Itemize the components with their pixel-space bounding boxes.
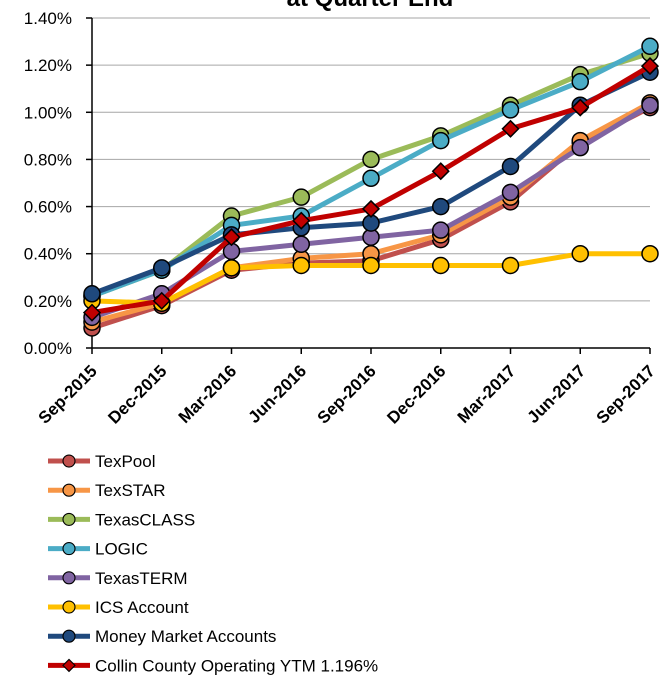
x-tick-label: Jun-2017 xyxy=(524,361,590,427)
y-tick-label: 1.00% xyxy=(24,103,72,122)
legend-item: ICS Account xyxy=(48,598,189,617)
marker xyxy=(62,600,76,614)
marker xyxy=(571,72,589,91)
marker xyxy=(571,138,589,157)
legend-item: TexasTERM xyxy=(48,569,188,588)
x-tick-label: Mar-2016 xyxy=(175,361,241,427)
y-tick-label: 0.80% xyxy=(24,150,72,169)
y-tick-label: 0.00% xyxy=(24,339,72,358)
marker xyxy=(292,256,310,275)
marker xyxy=(62,483,76,497)
marker xyxy=(501,101,520,119)
y-tick-label: 0.20% xyxy=(24,292,72,311)
x-tick-label: Sep-2016 xyxy=(314,361,380,427)
marker xyxy=(292,211,311,230)
marker xyxy=(641,244,659,263)
legend-label: TexasTERM xyxy=(95,569,188,588)
y-tick-label: 0.40% xyxy=(24,245,72,264)
marker xyxy=(432,256,450,275)
marker xyxy=(501,157,520,176)
legend-item: TexasCLASS xyxy=(48,510,195,529)
marker xyxy=(62,658,76,673)
y-tick-label: 1.20% xyxy=(24,56,72,75)
marker xyxy=(362,150,380,169)
legend-label: TexasCLASS xyxy=(95,510,195,529)
marker xyxy=(152,291,171,310)
marker xyxy=(222,228,241,247)
marker xyxy=(501,183,520,202)
legend-label: ICS Account xyxy=(95,598,189,617)
marker xyxy=(82,303,102,322)
marker xyxy=(641,96,659,114)
marker xyxy=(292,235,310,254)
marker xyxy=(362,169,380,188)
legend-label: TexPool xyxy=(95,452,155,471)
marker xyxy=(83,285,101,303)
legend-label: Money Market Accounts xyxy=(95,627,276,646)
marker xyxy=(641,37,659,56)
marker xyxy=(501,119,520,138)
legend-item: Collin County Operating YTM 1.196% xyxy=(48,656,378,675)
x-tick-label: Sep-2015 xyxy=(35,361,101,427)
marker xyxy=(62,542,76,556)
y-tick-label: 0.60% xyxy=(24,198,72,217)
marker xyxy=(222,259,241,277)
marker xyxy=(432,221,450,239)
marker xyxy=(361,199,381,218)
x-tick-label: Jun-2016 xyxy=(245,361,311,427)
marker xyxy=(571,244,589,263)
legend-label: LOGIC xyxy=(95,540,148,559)
x-tick-label: Mar-2017 xyxy=(454,361,520,427)
marker xyxy=(62,571,76,585)
marker xyxy=(62,512,76,526)
legend-label: Collin County Operating YTM 1.196% xyxy=(95,656,378,675)
marker xyxy=(362,256,380,275)
marker xyxy=(292,188,310,206)
x-tick-label: Dec-2016 xyxy=(383,361,449,427)
x-tick-label: Sep-2017 xyxy=(593,361,659,427)
marker xyxy=(432,131,450,150)
legend-item: LOGIC xyxy=(48,540,148,559)
marker xyxy=(571,98,590,117)
x-tick-label: Dec-2015 xyxy=(104,361,170,427)
legend-label: TexSTAR xyxy=(95,481,166,500)
series-line xyxy=(91,63,652,316)
chart-title: at Quarter End xyxy=(287,0,454,12)
legend-item: Money Market Accounts xyxy=(48,627,276,646)
marker xyxy=(432,197,450,216)
marker xyxy=(640,57,660,76)
y-tick-label: 1.40% xyxy=(24,9,72,28)
legend-item: TexPool xyxy=(48,452,155,471)
marker xyxy=(431,162,450,181)
marker xyxy=(62,454,76,468)
legend-item: TexSTAR xyxy=(48,481,166,500)
marker xyxy=(501,256,520,275)
marker xyxy=(62,629,76,643)
marker xyxy=(153,259,171,277)
